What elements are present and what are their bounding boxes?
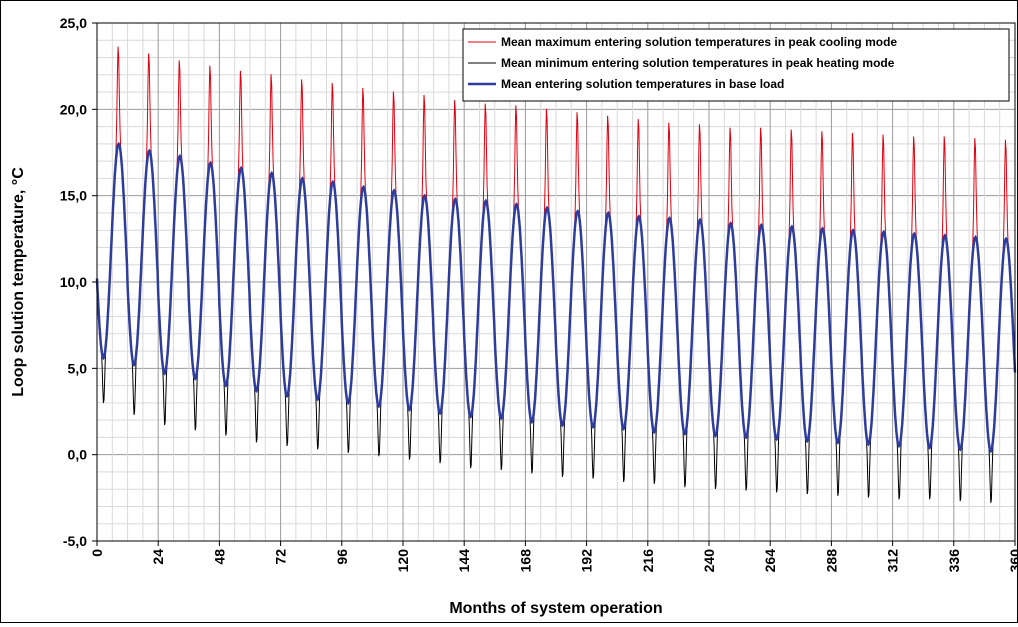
- x-tick-label: 144: [456, 549, 472, 573]
- x-tick-label: 24: [150, 549, 166, 565]
- x-tick-label: 168: [517, 549, 533, 573]
- y-tick-label: -5,0: [63, 533, 87, 549]
- x-tick-label: 120: [395, 549, 411, 573]
- x-tick-label: 240: [701, 549, 717, 573]
- x-tick-label: 72: [273, 549, 289, 565]
- legend-box: [462, 28, 1010, 102]
- x-tick-label: 0: [89, 549, 105, 557]
- legend-label: Mean entering solution temperatures in b…: [501, 77, 784, 91]
- legend: Mean maximum entering solution temperatu…: [462, 28, 1010, 102]
- y-axis-title: Loop solution temperature, °C: [10, 167, 27, 397]
- y-tick-label: 20,0: [60, 101, 87, 117]
- x-tick-label: 336: [946, 549, 962, 573]
- y-tick-label: 5,0: [68, 360, 88, 376]
- x-tick-label: 312: [885, 549, 901, 573]
- tick-layer: -5,0 0,0 5,0 10,0 15,0 20,0 25,0 0 24 48 72 96 120 14…: [60, 15, 1018, 573]
- y-tick-label: 25,0: [60, 15, 87, 31]
- x-tick-label: 288: [823, 549, 839, 573]
- y-tick-label: 10,0: [60, 274, 87, 290]
- y-tick-label: 0,0: [68, 447, 88, 463]
- x-tick-label: 48: [211, 549, 227, 565]
- x-tick-label: 96: [334, 549, 350, 565]
- series-layer: [95, 46, 1017, 503]
- x-axis-title: Months of system operation: [449, 600, 662, 617]
- y-tick-label: 15,0: [60, 188, 87, 204]
- x-tick-label: 216: [640, 549, 656, 573]
- series-line-base-load: [95, 141, 1017, 454]
- legend-label: Mean minimum entering solution temperatu…: [501, 56, 895, 70]
- x-tick-label: 360: [1007, 549, 1017, 573]
- legend-label: Mean maximum entering solution temperatu…: [501, 35, 897, 49]
- x-tick-label: 192: [579, 549, 595, 573]
- x-tick-label: 264: [762, 549, 778, 573]
